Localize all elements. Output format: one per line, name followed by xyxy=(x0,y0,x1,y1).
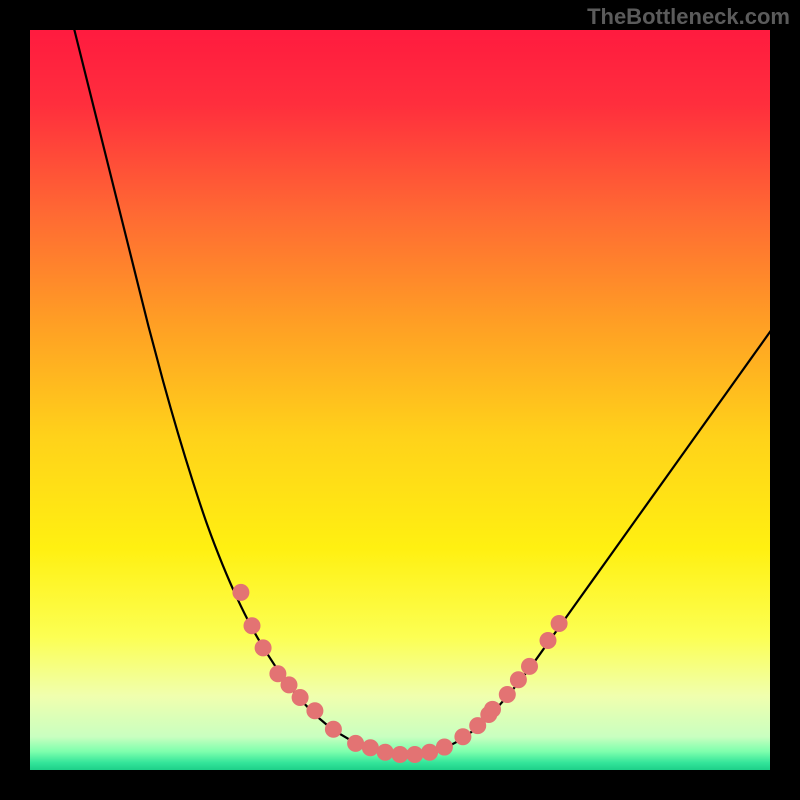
bottleneck-chart xyxy=(0,0,800,800)
data-marker xyxy=(377,744,393,760)
data-marker xyxy=(348,735,364,751)
data-marker xyxy=(455,729,471,745)
data-marker xyxy=(233,584,249,600)
data-marker xyxy=(307,703,323,719)
data-marker xyxy=(362,740,378,756)
data-marker xyxy=(551,615,567,631)
data-marker xyxy=(281,677,297,693)
data-marker xyxy=(436,739,452,755)
data-marker xyxy=(522,658,538,674)
data-marker xyxy=(392,746,408,762)
data-marker xyxy=(485,701,501,717)
data-marker xyxy=(255,640,271,656)
data-marker xyxy=(422,744,438,760)
chart-container: TheBottleneck.com xyxy=(0,0,800,800)
data-marker xyxy=(510,672,526,688)
chart-plot-background xyxy=(30,30,770,770)
data-marker xyxy=(407,746,423,762)
data-marker xyxy=(292,689,308,705)
data-marker xyxy=(325,721,341,737)
data-marker xyxy=(244,618,260,634)
data-marker xyxy=(540,633,556,649)
data-marker xyxy=(499,687,515,703)
watermark-text: TheBottleneck.com xyxy=(587,4,790,30)
